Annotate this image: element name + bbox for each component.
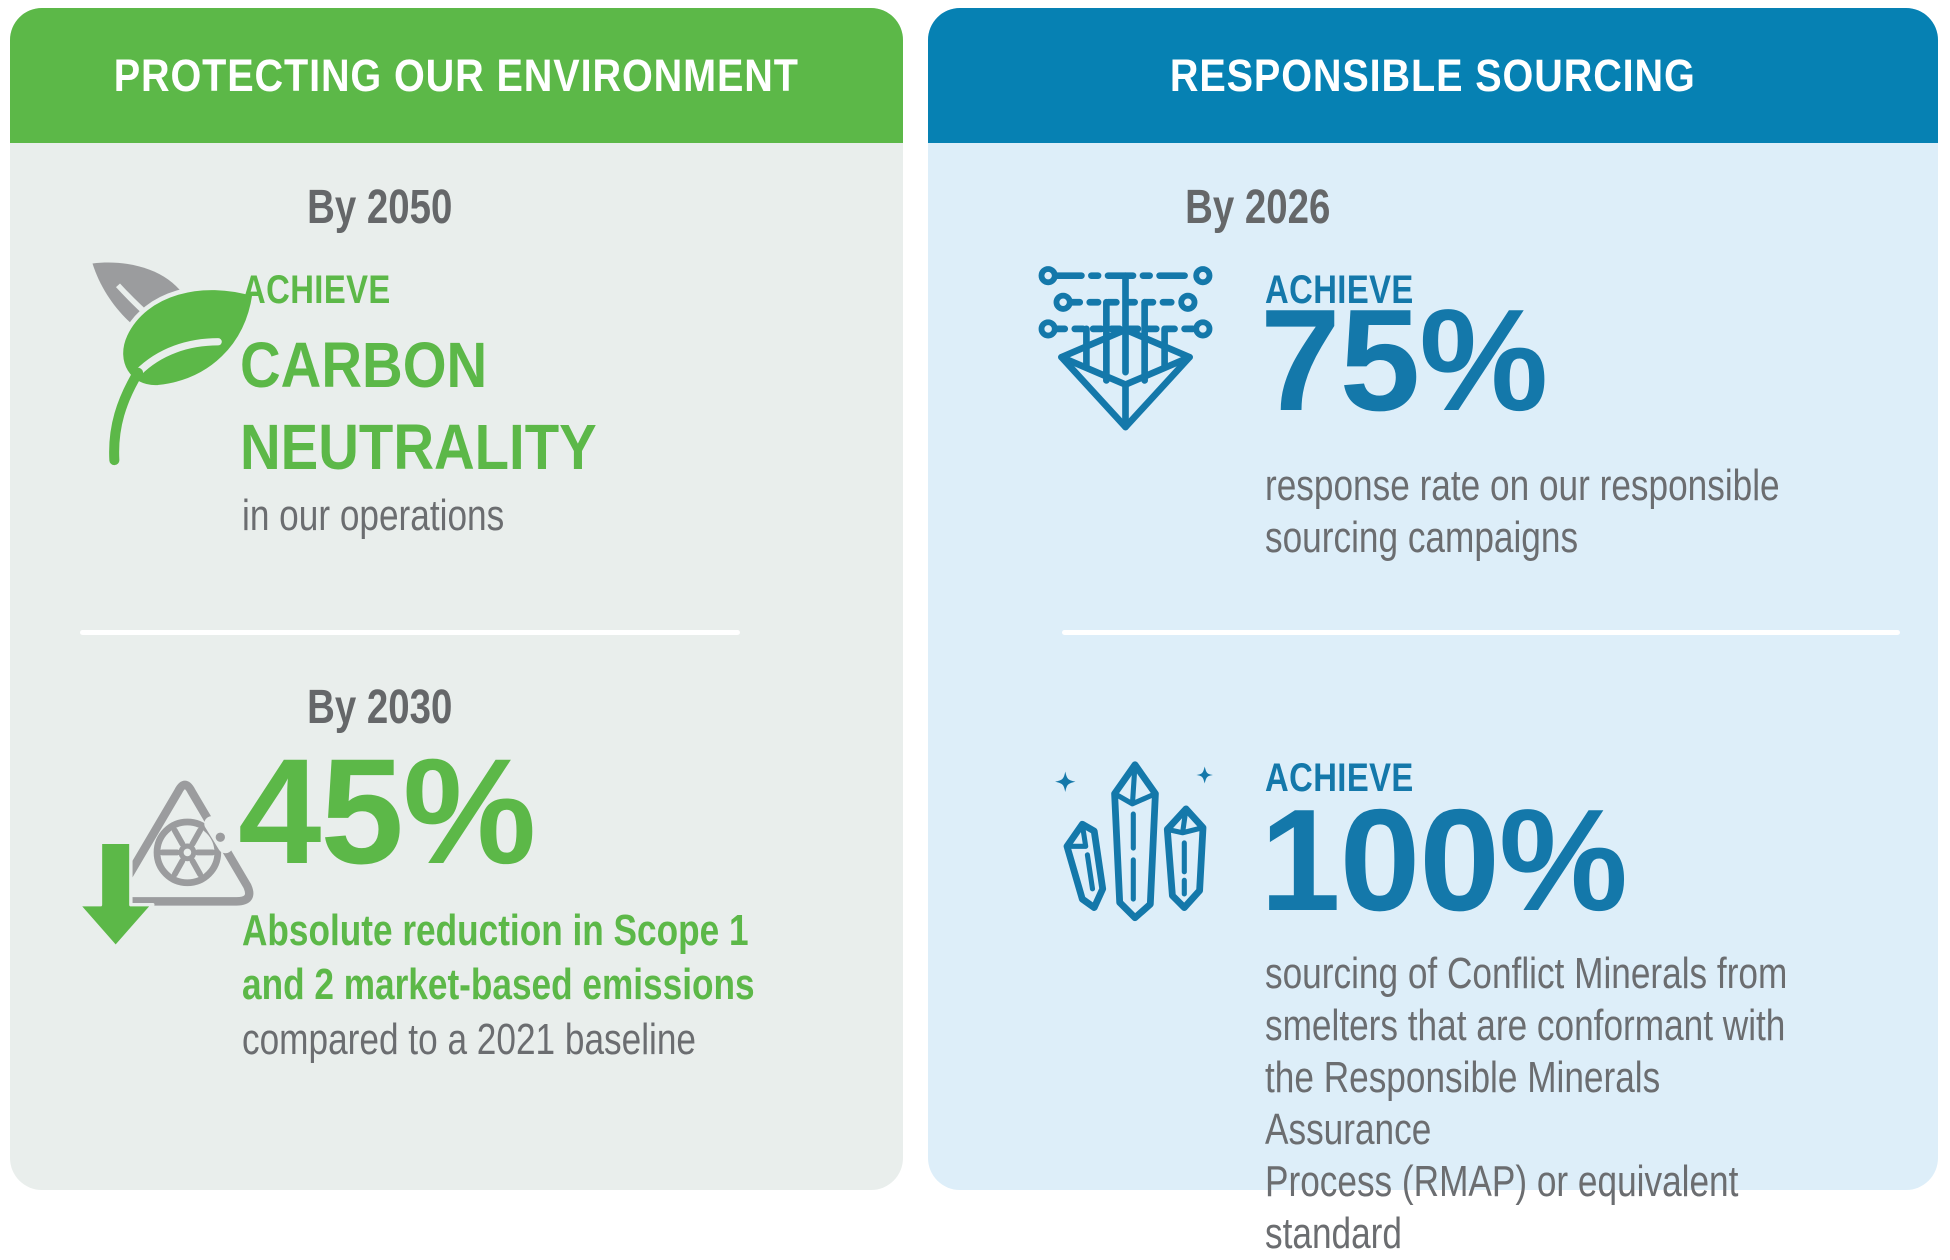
reduction-highlight: Absolute reduction in Scope 1 and 2 mark…: [242, 906, 755, 1009]
reduction-stat: 45%: [238, 727, 536, 895]
sourcing-network-box-icon: [1038, 264, 1213, 447]
sourcing-divider: [1062, 630, 1900, 635]
environment-divider: [80, 630, 740, 635]
page: { "colors": { "green": "#5cb848", "blue_…: [10, 8, 1938, 1258]
environment-card-title: PROTECTING OUR ENVIRONMENT: [113, 49, 800, 101]
emissions-reduction-icon: [75, 768, 261, 979]
conflict-minerals-crystals-icon: [1050, 756, 1220, 952]
sourcing-card: RESPONSIBLE SOURCING By 2026: [928, 8, 1938, 1258]
minerals-sourcing-body: sourcing of Conflict Minerals from smelt…: [1265, 949, 1788, 1258]
carbon-neutrality-body: in our operations: [242, 491, 505, 540]
goal-year-2030: By 2030: [307, 681, 453, 734]
response-rate-stat: 75%: [1260, 279, 1548, 441]
leaf-icon: [85, 258, 263, 472]
goal-year-2026: By 2026: [1185, 181, 1331, 234]
carbon-neutrality-headline: CARBON NEUTRALITY: [240, 329, 597, 483]
sourcing-card-title: RESPONSIBLE SOURCING: [1170, 49, 1696, 101]
environment-card-header: PROTECTING OUR ENVIRONMENT: [10, 8, 903, 143]
response-rate-body: response rate on our responsible sourcin…: [1265, 461, 1780, 562]
goal-year-2050: By 2050: [307, 181, 453, 234]
achieve-label-carbon: ACHIEVE: [242, 268, 391, 312]
achieve-label-response-rate: ACHIEVE: [1265, 268, 1414, 312]
achieve-label-minerals: ACHIEVE: [1265, 756, 1414, 800]
environment-card: PROTECTING OUR ENVIRONMENT By 2050 ACHIE…: [10, 8, 903, 1190]
minerals-sourcing-stat: 100%: [1260, 779, 1628, 941]
sourcing-card-header: RESPONSIBLE SOURCING: [928, 8, 1938, 143]
reduction-baseline-body: compared to a 2021 baseline: [242, 1015, 697, 1064]
